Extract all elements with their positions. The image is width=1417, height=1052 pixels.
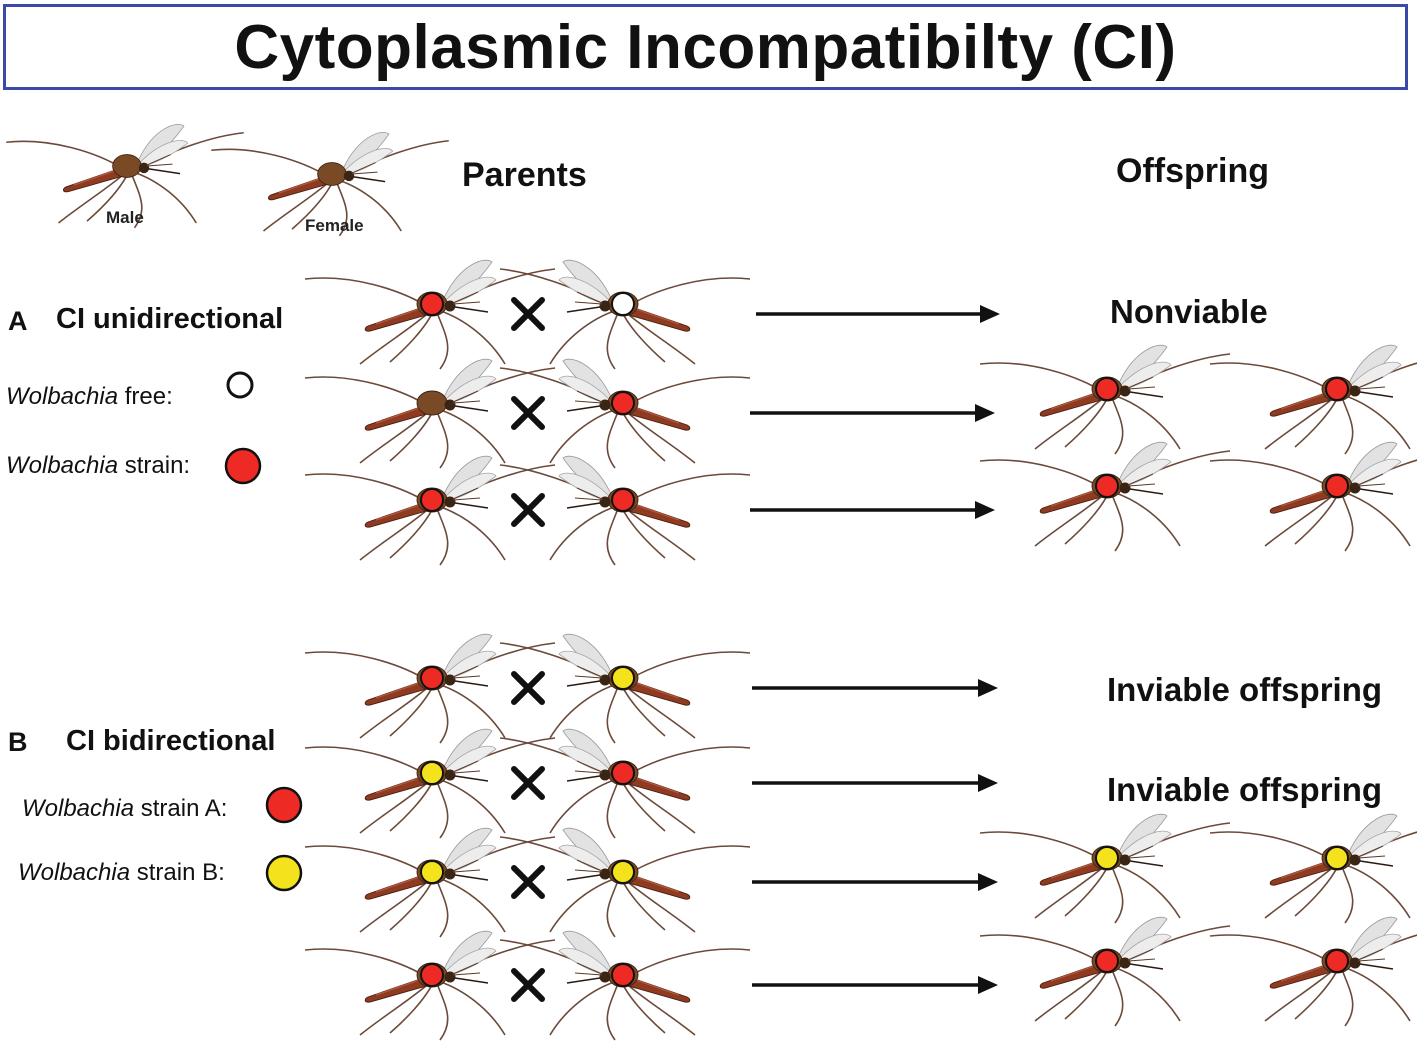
wolbachia-dot <box>611 963 635 987</box>
male-key-mosquito <box>6 123 244 229</box>
wolbachia-dot <box>611 391 635 415</box>
offspring-mosquito-b3-1 <box>979 813 1231 924</box>
arrow-a2 <box>750 404 995 422</box>
cross-mark-b3 <box>511 865 545 899</box>
offspring-mosquito-a2-2 <box>1209 344 1417 455</box>
legend-italic: Wolbachia <box>6 383 119 410</box>
wolbachia-dot <box>420 761 444 785</box>
diagram-title: Cytoplasmic Incompatibilty (CI) <box>234 12 1177 82</box>
legend-italic: Wolbachia <box>6 452 119 479</box>
offspring-mosquito-b3-2 <box>1209 813 1417 924</box>
legend-text: strain B: <box>130 859 225 886</box>
arrow-b4 <box>752 976 998 994</box>
wolbachia-dot <box>611 761 635 785</box>
cross-mark-a1 <box>511 297 545 331</box>
legend-strain-b: Wolbachia strain B: <box>18 859 225 887</box>
offspring-mosquito-b4-2 <box>1209 916 1417 1027</box>
arrow-a1 <box>756 305 1000 323</box>
wolbachia-dot <box>420 292 444 316</box>
section-a-label: CI unidirectional <box>56 303 284 335</box>
legend-dot-free <box>226 371 254 399</box>
female-mosquito-a2 <box>499 358 751 469</box>
cross-mark-b4 <box>511 968 545 1002</box>
arrow-a3 <box>750 501 995 519</box>
legend-italic: Wolbachia <box>22 795 135 822</box>
male-mosquito-a3 <box>304 455 556 566</box>
female-mosquito-a3 <box>499 455 751 566</box>
arrow-b2 <box>752 774 998 792</box>
title-box: Cytoplasmic Incompatibilty (CI) <box>3 4 1408 90</box>
female-mosquito-a1 <box>499 259 751 370</box>
female-mosquito-b1 <box>499 633 751 744</box>
section-b-label: CI bidirectional <box>66 725 276 757</box>
male-mosquito-a1 <box>304 259 556 370</box>
wolbachia-dot <box>420 488 444 512</box>
male-mosquito-b4 <box>304 930 556 1041</box>
wolbachia-dot <box>611 860 635 884</box>
legend-text: free: <box>118 383 173 410</box>
legend-italic: Wolbachia <box>18 859 131 886</box>
wolbachia-dot <box>420 860 444 884</box>
wolbachia-dot <box>611 488 635 512</box>
section-b-letter: B <box>8 727 28 757</box>
wolbachia-dot <box>420 666 444 690</box>
male-mosquito-b2 <box>304 728 556 839</box>
cross-mark-b2 <box>511 766 545 800</box>
female-mosquito-b2 <box>499 728 751 839</box>
wolbachia-dot <box>1095 949 1119 973</box>
female-key-label: Female <box>305 216 364 235</box>
wolbachia-dot <box>1325 377 1349 401</box>
legend-strain-a: Wolbachia strain A: <box>22 795 227 823</box>
section-a-letter: A <box>8 306 28 336</box>
wolbachia-dot <box>611 666 635 690</box>
legend-dot-strain <box>224 447 262 485</box>
legend-text: strain: <box>118 452 191 479</box>
outcome-a1: Nonviable <box>1110 293 1268 330</box>
wolbachia-dot <box>1095 377 1119 401</box>
legend-wolbachia-strain: Wolbachia strain: <box>6 452 190 480</box>
offspring-mosquito-a3-2 <box>1209 441 1417 552</box>
offspring-mosquito-a2-1 <box>979 344 1231 455</box>
wolbachia-dot <box>1325 846 1349 870</box>
wolbachia-dot <box>1095 474 1119 498</box>
arrow-b3 <box>752 873 998 891</box>
arrow-b1 <box>752 679 998 697</box>
wolbachia-dot <box>611 292 635 316</box>
female-mosquito-b4 <box>499 930 751 1041</box>
male-mosquito-b3 <box>304 827 556 938</box>
offspring-header: Offspring <box>1116 152 1269 190</box>
legend-text: strain A: <box>134 795 228 822</box>
outcome-b1: Inviable offspring <box>1107 671 1383 708</box>
outcome-b2: Inviable offspring <box>1107 771 1383 808</box>
cross-mark-b1 <box>511 671 545 705</box>
wolbachia-dot <box>1095 846 1119 870</box>
legend-wolbachia-free: Wolbachia free: <box>6 383 173 411</box>
male-mosquito-b1 <box>304 633 556 744</box>
cross-mark-a2 <box>511 396 545 430</box>
cross-mark-a3 <box>511 493 545 527</box>
wolbachia-dot <box>420 963 444 987</box>
legend-dot-strain-a <box>265 786 303 824</box>
female-key-mosquito <box>211 131 449 237</box>
male-mosquito-a2 <box>304 358 556 469</box>
legend-dot-strain-b <box>265 854 303 892</box>
wolbachia-dot <box>1325 474 1349 498</box>
offspring-mosquito-a3-1 <box>979 441 1231 552</box>
parents-header: Parents <box>462 156 587 194</box>
offspring-mosquito-b4-1 <box>979 916 1231 1027</box>
wolbachia-dot <box>1325 949 1349 973</box>
female-mosquito-b3 <box>499 827 751 938</box>
male-key-label: Male <box>106 208 144 227</box>
